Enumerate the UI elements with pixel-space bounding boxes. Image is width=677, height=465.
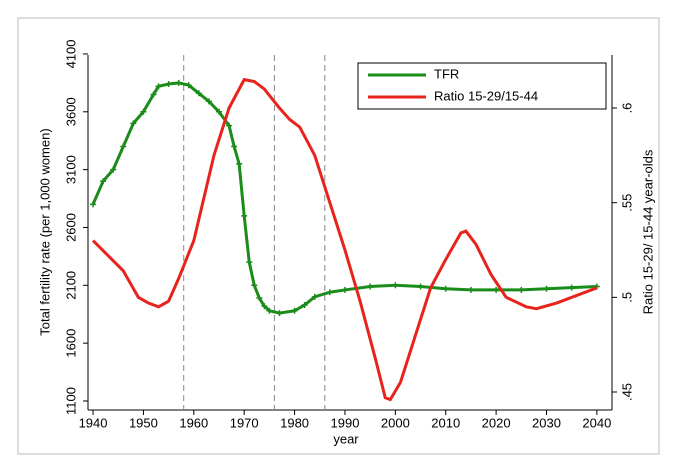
y2-axis-title: Ratio 15-29/ 15-44 year-olds xyxy=(640,149,655,314)
point-marker xyxy=(291,307,298,314)
x-tick-label: 1990 xyxy=(331,415,360,430)
point-marker xyxy=(276,310,283,317)
point-marker xyxy=(236,160,243,167)
x-axis-title: year xyxy=(333,431,359,446)
point-marker xyxy=(442,285,449,292)
point-marker xyxy=(467,286,474,293)
point-marker xyxy=(100,178,107,185)
point-marker xyxy=(367,283,374,290)
point-marker xyxy=(311,293,318,300)
point-marker xyxy=(110,166,117,173)
y2-tick-label: .45 xyxy=(619,383,634,401)
x-tick-label: 2040 xyxy=(582,415,611,430)
x-tick-label: 2010 xyxy=(431,415,460,430)
y-tick-label: 3600 xyxy=(63,97,78,126)
x-tick-label: 2000 xyxy=(381,415,410,430)
y-axis-title: Total fertility rate (per 1,000 women) xyxy=(37,128,52,335)
point-marker xyxy=(195,90,202,97)
point-marker xyxy=(326,289,333,296)
x-tick-label: 1940 xyxy=(79,415,108,430)
point-marker xyxy=(241,212,248,219)
x-tick-label: 2030 xyxy=(532,415,561,430)
point-marker xyxy=(301,301,308,308)
legend-box xyxy=(357,62,607,110)
point-marker xyxy=(256,295,263,302)
y-tick-label: 1100 xyxy=(63,387,78,415)
point-marker xyxy=(251,282,258,289)
point-marker xyxy=(518,286,525,293)
x-tick-label: 1960 xyxy=(179,415,208,430)
point-marker xyxy=(392,282,399,289)
x-tick-label: 2020 xyxy=(482,415,511,430)
x-tick-label: 1970 xyxy=(230,415,259,430)
y-tick-label: 2600 xyxy=(63,213,78,242)
point-marker xyxy=(120,143,127,150)
series-line xyxy=(91,77,598,402)
y2-tick-label: .5 xyxy=(619,292,634,303)
point-marker xyxy=(205,98,212,105)
x-tick-label: 1980 xyxy=(280,415,309,430)
point-marker xyxy=(568,284,575,291)
point-marker xyxy=(130,120,137,127)
point-marker xyxy=(216,108,222,115)
point-marker xyxy=(155,83,162,90)
point-marker xyxy=(417,283,424,290)
point-marker xyxy=(175,79,182,86)
point-marker xyxy=(246,259,253,266)
y-tick-label: 3100 xyxy=(63,155,78,184)
legend-label: TFR xyxy=(434,66,459,81)
y2-tick-label: .55 xyxy=(619,194,634,212)
point-marker xyxy=(165,81,172,88)
point-marker xyxy=(341,286,348,293)
point-marker xyxy=(261,303,268,310)
point-marker xyxy=(226,122,233,129)
point-marker xyxy=(231,143,238,150)
point-marker xyxy=(150,91,157,98)
x-tick-label: 1950 xyxy=(129,415,158,430)
y-tick-label: 1600 xyxy=(63,329,78,358)
point-marker xyxy=(266,307,273,314)
legend-label: Ratio 15-29/15-44 xyxy=(434,88,538,103)
point-marker xyxy=(90,201,97,208)
y2-tick-label: .6 xyxy=(619,103,634,114)
y-tick-label: 2100 xyxy=(63,271,78,300)
point-marker xyxy=(543,285,550,292)
point-marker xyxy=(493,286,500,293)
point-marker xyxy=(140,108,147,115)
point-marker xyxy=(185,82,192,89)
y-tick-label: 4100 xyxy=(63,39,78,68)
